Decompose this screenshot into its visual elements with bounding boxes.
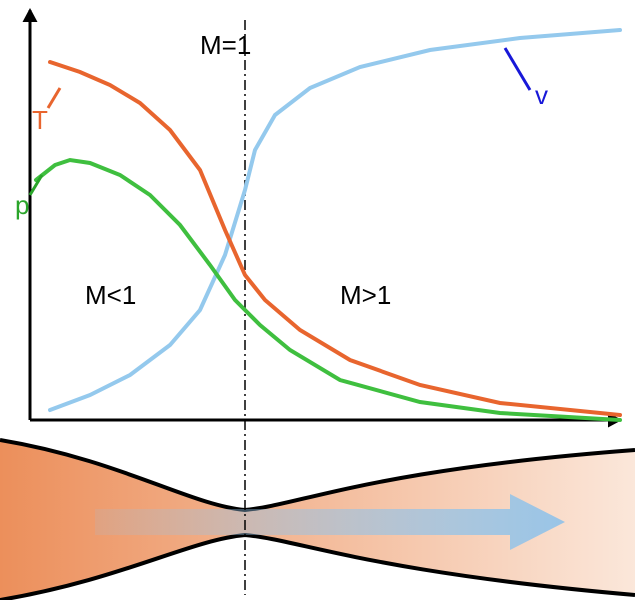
label-m-gt-1: M>1 — [340, 280, 391, 311]
label-temperature: T — [32, 105, 48, 136]
label-leader-velocity — [505, 48, 530, 90]
label-velocity: v — [535, 80, 548, 111]
y-axis-arrowhead — [23, 8, 38, 22]
label-m-lt-1: M<1 — [85, 280, 136, 311]
label-pressure: p — [15, 190, 29, 221]
axes — [23, 8, 623, 428]
nozzle-diagram: M=1 v T p M<1 M>1 — [0, 0, 635, 600]
label-m-equals-1: M=1 — [200, 30, 251, 61]
temperature-curve — [50, 62, 620, 415]
label-leader-temperature — [48, 88, 60, 108]
